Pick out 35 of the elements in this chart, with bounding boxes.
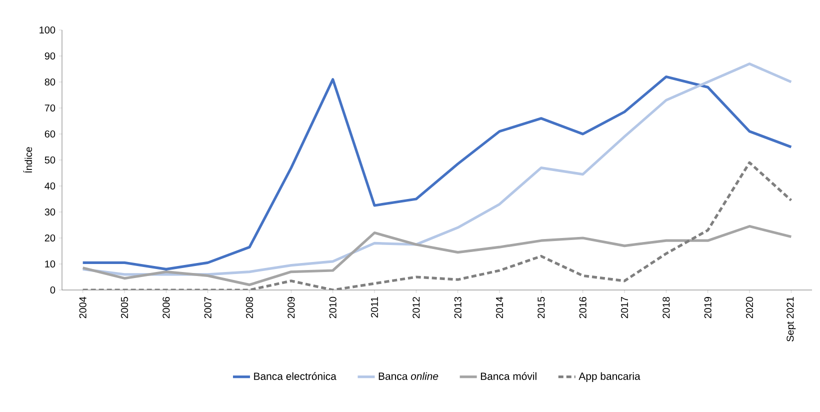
x-tick-label: 2007	[204, 297, 212, 318]
y-tick-label: 10	[45, 260, 56, 268]
x-tick-label: 2019	[704, 296, 712, 318]
y-tick-label: 30	[44, 208, 56, 216]
x-tick-label: 2012	[412, 297, 420, 318]
x-tick-label: 2008	[246, 296, 254, 318]
y-tick-label: 50	[44, 156, 56, 164]
x-tick-label: 2009	[288, 296, 295, 318]
x-tick-label: 2005	[120, 296, 128, 318]
legend-label: Banca online	[378, 372, 438, 380]
x-tick-label: 2004	[79, 296, 86, 318]
legend-label: App bancaria	[578, 372, 640, 382]
y-tick-label: 70	[44, 104, 56, 112]
x-tick-label: Sept 2021	[786, 297, 796, 342]
legend-label: Banca electrónica	[254, 372, 336, 380]
y-tick-label: 40	[44, 182, 56, 190]
y-tick-label: 100	[40, 26, 56, 34]
x-tick-label: 2014	[496, 296, 504, 318]
x-tick-label: 2013	[454, 296, 462, 318]
line-series	[82, 224, 792, 286]
y-tick-label: 60	[44, 130, 56, 138]
x-tick-label: 2011	[370, 297, 378, 318]
y-axis-title: Índice	[23, 147, 32, 173]
x-tick-label: 2006	[162, 296, 170, 318]
x-tick-label: 2016	[579, 296, 586, 318]
x-tick-label: 2020	[746, 296, 754, 318]
x-tick-label: 2015	[538, 296, 545, 318]
y-tick-label: 20	[44, 234, 56, 242]
x-tick-label: 2017	[620, 297, 628, 318]
y-tick-label: 80	[44, 78, 56, 86]
x-tick-label: 2010	[329, 296, 336, 318]
x-tick-label: 2018	[662, 296, 670, 318]
y-tick-label: 0	[50, 286, 56, 294]
legend-label: Banca móvil	[480, 372, 536, 380]
y-tick-label: 90	[44, 52, 56, 60]
